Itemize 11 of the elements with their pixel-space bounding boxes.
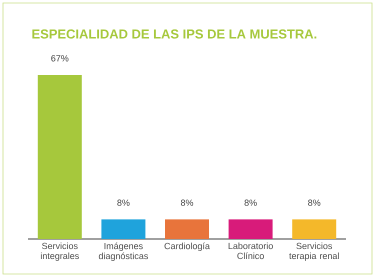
data-label: 8% bbox=[180, 200, 194, 206]
x-tick-label: Servicios integrales bbox=[40, 242, 79, 261]
x-tick-label: Imágenes diagnósticas bbox=[98, 242, 148, 261]
x-tick-label: Laboratorio Clínico bbox=[228, 242, 273, 260]
data-label: 8% bbox=[117, 200, 130, 206]
x-tick-label: Cardiología bbox=[164, 242, 210, 251]
chart-title: ESPECIALIDAD DE LAS IPS DE LA MUESTRA. bbox=[32, 29, 316, 39]
x-tick-label: Servicios terapia renal bbox=[289, 242, 339, 261]
data-label: 8% bbox=[244, 200, 257, 206]
data-label: 8% bbox=[308, 200, 320, 206]
data-label: 67% bbox=[51, 55, 68, 62]
